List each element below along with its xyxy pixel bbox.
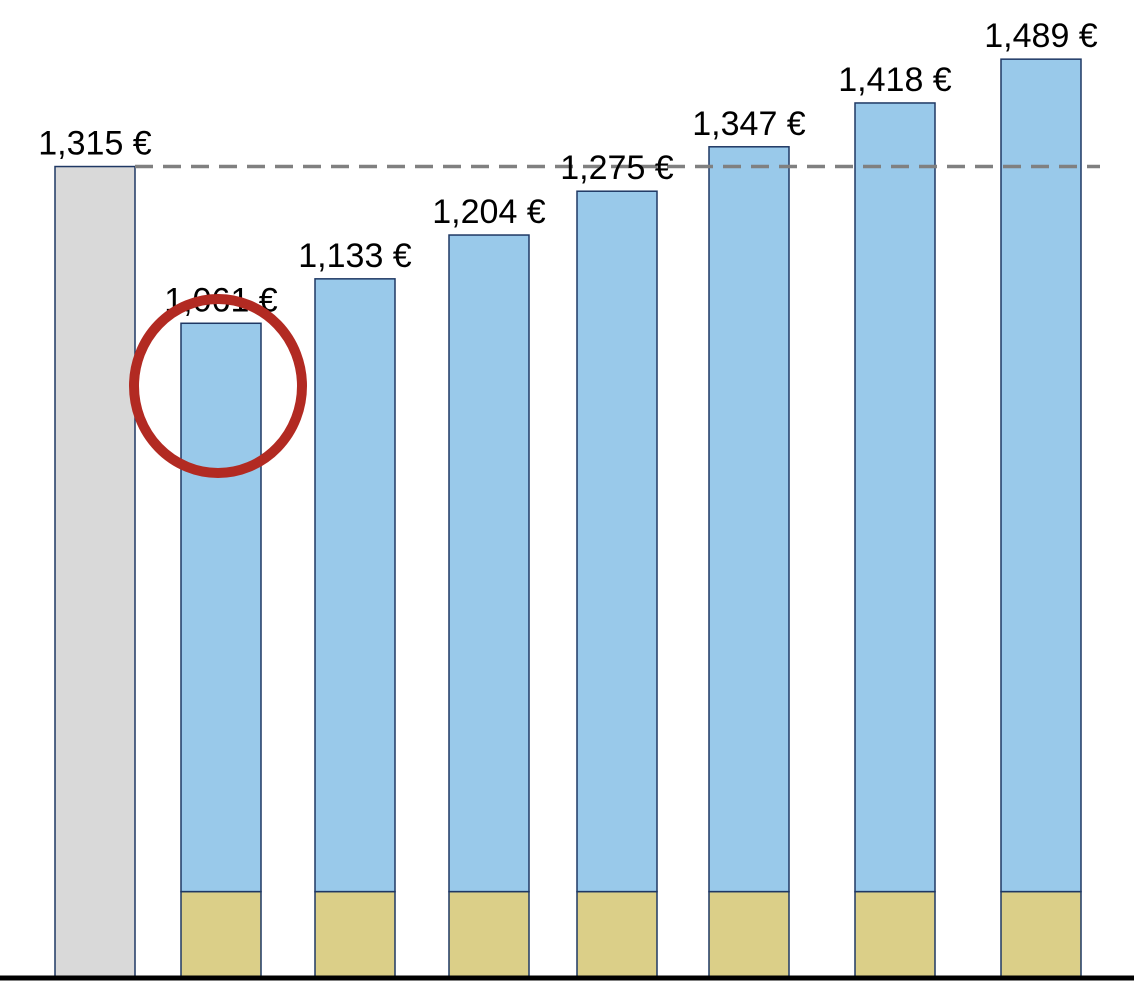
- value-label-4: 1,275 €: [560, 149, 674, 187]
- bar-1-segment-2: [180, 322, 262, 893]
- bar-4-segment-1: [576, 890, 658, 979]
- bar-3-segment-1: [448, 890, 530, 979]
- bar-7-segment-2: [1000, 58, 1082, 893]
- bar-6-segment-2: [854, 102, 936, 893]
- value-label-5: 1,347 €: [692, 105, 806, 143]
- bar-6-segment-1: [854, 890, 936, 979]
- bar-5-segment-1: [708, 890, 790, 979]
- bar-3-segment-2: [448, 234, 530, 893]
- bar-0-segment-0: [54, 165, 136, 979]
- bar-4-segment-2: [576, 190, 658, 893]
- bar-2-segment-2: [314, 278, 396, 893]
- bar-2-segment-1: [314, 890, 396, 979]
- bar-1-segment-1: [180, 890, 262, 979]
- bar-7-segment-1: [1000, 890, 1082, 979]
- bar-5-segment-2: [708, 146, 790, 893]
- value-label-6: 1,418 €: [838, 61, 952, 99]
- value-label-3: 1,204 €: [432, 193, 546, 231]
- value-label-7: 1,489 €: [984, 17, 1098, 55]
- highlight-circle: [129, 294, 307, 478]
- value-label-2: 1,133 €: [298, 237, 412, 275]
- value-label-0: 1,315 €: [38, 125, 152, 163]
